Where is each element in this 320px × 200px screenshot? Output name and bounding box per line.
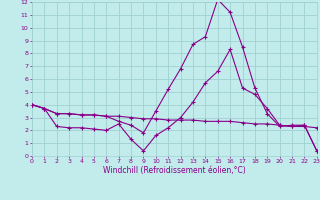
X-axis label: Windchill (Refroidissement éolien,°C): Windchill (Refroidissement éolien,°C) (103, 166, 246, 175)
